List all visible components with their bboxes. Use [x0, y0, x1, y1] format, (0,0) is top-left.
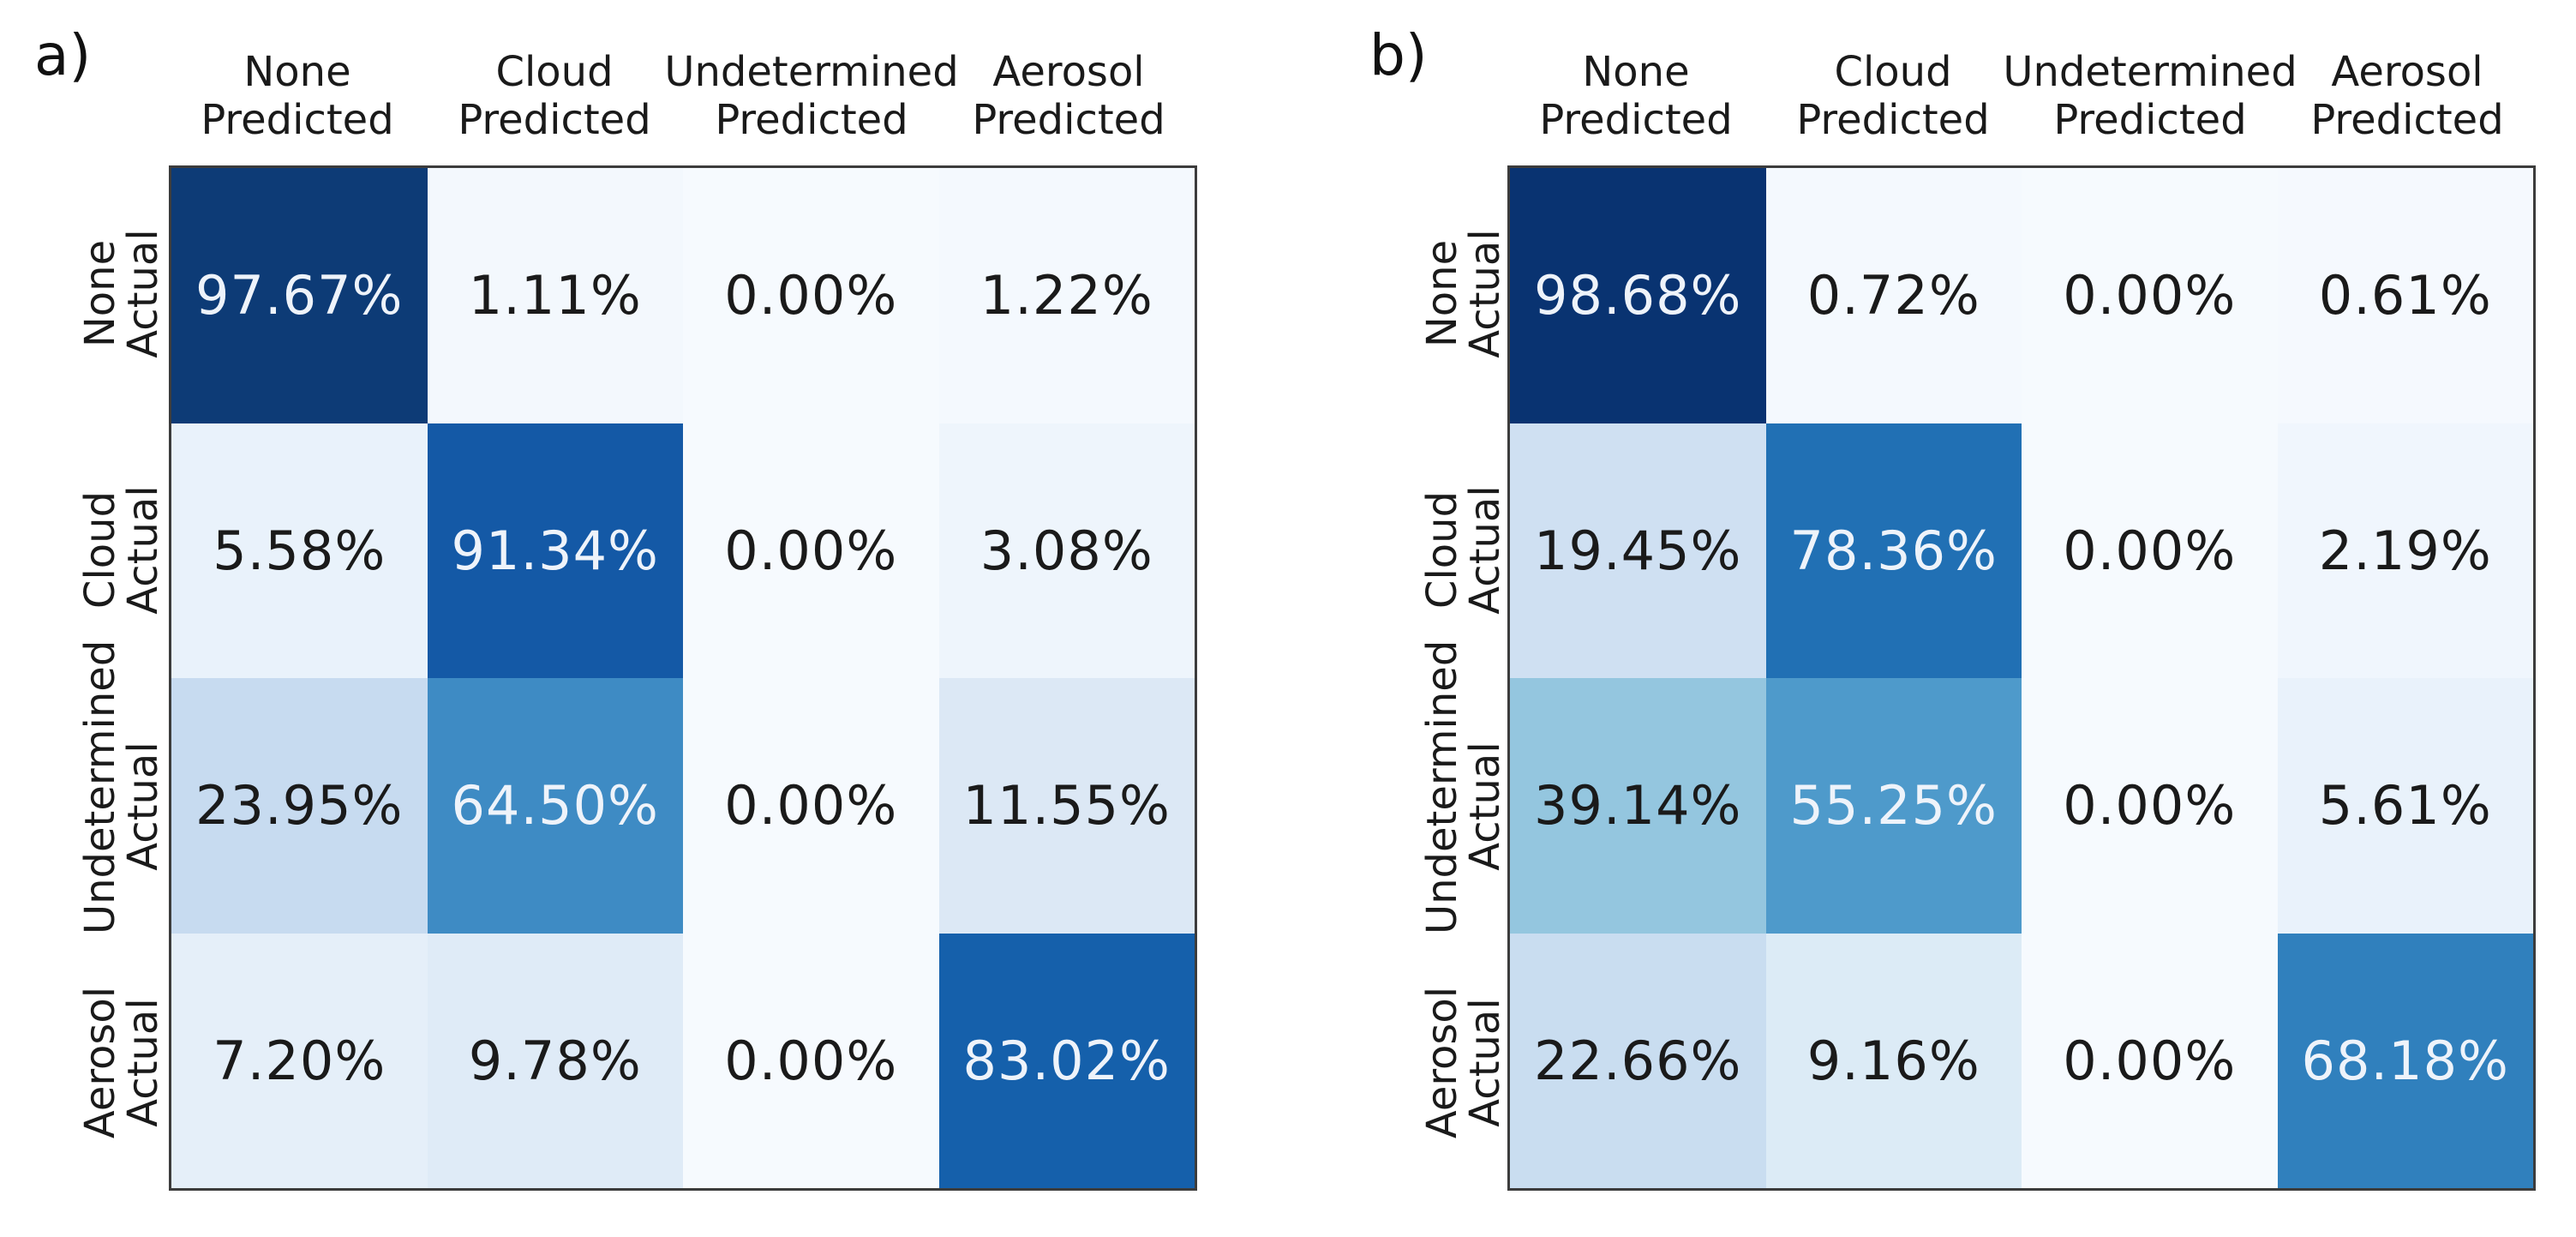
matrix-cell-b-r1c2: 0.00% [2022, 423, 2278, 678]
matrix-cell-b-r0c0: 98.68% [1510, 168, 1766, 423]
col-header-line2: Predicted [201, 96, 394, 144]
row-header-line1: None [76, 239, 124, 348]
row-header-line2: Actual [1461, 742, 1509, 871]
matrix-cell-b-r2c3: 5.61% [2277, 678, 2533, 934]
col-header-cloud-predicted-b: Cloud Predicted [1636, 48, 2150, 144]
matrix-cell-b-r3c2: 0.00% [2022, 933, 2278, 1188]
col-header-line2: Predicted [2310, 96, 2504, 144]
matrix-cell-a-r1c2: 0.00% [683, 423, 939, 678]
matrix-cell-b-r2c2: 0.00% [2022, 678, 2278, 934]
col-header-line2: Predicted [1539, 96, 1733, 144]
row-header-none-actual-a: None Actual [76, 165, 167, 422]
confusion-matrix-a: 97.67% 1.11% 0.00% 1.22% 5.58% 91.34% 0.… [169, 165, 1197, 1191]
matrix-cell-a-r0c3: 1.22% [938, 168, 1195, 423]
row-header-line2: Actual [1461, 998, 1509, 1127]
row-header-none-actual-b: None Actual [1418, 165, 1509, 422]
row-header-aerosol-actual-a: Aerosol Actual [76, 934, 167, 1191]
matrix-cell-b-r0c3: 0.61% [2277, 168, 2533, 423]
row-header-undetermined-actual-b: Undetermined Actual [1418, 640, 1509, 934]
col-header-line1: Cloud [1834, 48, 1952, 96]
matrix-cell-a-r1c1: 91.34% [427, 423, 683, 678]
row-header-line2: Actual [119, 229, 167, 358]
matrix-cell-b-r2c1: 55.25% [1765, 678, 2022, 934]
col-header-aerosol-predicted-b: Aerosol Predicted [2150, 48, 2576, 144]
matrix-cell-b-r3c1: 9.16% [1765, 933, 2022, 1188]
row-header-undetermined-actual-a: Undetermined Actual [76, 640, 167, 934]
matrix-cell-b-r3c0: 22.66% [1510, 933, 1766, 1188]
matrix-cell-b-r1c0: 19.45% [1510, 423, 1766, 678]
matrix-cell-a-r3c3: 83.02% [938, 933, 1195, 1188]
row-header-line1: Aerosol [1418, 986, 1466, 1139]
matrix-cell-a-r1c3: 3.08% [938, 423, 1195, 678]
col-header-none-predicted-b: None Predicted [1379, 48, 1893, 144]
row-header-line1: Undetermined [76, 640, 124, 934]
matrix-cell-a-r0c0: 97.67% [171, 168, 428, 423]
row-header-line2: Actual [1461, 485, 1509, 615]
col-header-line1: Aerosol [992, 48, 1145, 96]
row-header-line2: Actual [1461, 229, 1509, 358]
matrix-cell-b-r0c2: 0.00% [2022, 168, 2278, 423]
matrix-cell-a-r1c0: 5.58% [171, 423, 428, 678]
matrix-cell-a-r3c0: 7.20% [171, 933, 428, 1188]
matrix-cell-b-r1c1: 78.36% [1765, 423, 2022, 678]
row-header-line1: None [1418, 239, 1466, 348]
col-header-line2: Predicted [458, 96, 651, 144]
row-header-line1: Undetermined [1418, 640, 1466, 934]
col-header-line1: None [1582, 48, 1690, 96]
col-header-cloud-predicted-a: Cloud Predicted [297, 48, 812, 144]
col-header-line2: Predicted [2053, 96, 2247, 144]
matrix-cell-a-r2c2: 0.00% [683, 678, 939, 934]
matrix-cell-a-r3c1: 9.78% [427, 933, 683, 1188]
row-header-line2: Actual [119, 742, 167, 871]
matrix-cell-b-r1c3: 2.19% [2277, 423, 2533, 678]
row-header-line2: Actual [119, 998, 167, 1127]
col-header-line1: None [243, 48, 351, 96]
col-header-line2: Predicted [1796, 96, 1990, 144]
col-header-undetermined-predicted-a: Undetermined Predicted [554, 48, 1069, 144]
matrix-cell-a-r3c2: 0.00% [683, 933, 939, 1188]
matrix-cell-b-r2c0: 39.14% [1510, 678, 1766, 934]
matrix-cell-a-r2c3: 11.55% [938, 678, 1195, 934]
confusion-matrix-b: 98.68% 0.72% 0.00% 0.61% 19.45% 78.36% 0… [1507, 165, 2536, 1191]
col-header-line1: Cloud [495, 48, 614, 96]
matrix-cell-b-r0c1: 0.72% [1765, 168, 2022, 423]
col-header-line1: Undetermined [664, 48, 959, 96]
col-header-none-predicted-a: None Predicted [40, 48, 554, 144]
row-header-aerosol-actual-b: Aerosol Actual [1418, 934, 1509, 1191]
matrix-cell-a-r0c2: 0.00% [683, 168, 939, 423]
row-header-line1: Aerosol [76, 986, 124, 1139]
matrix-cell-a-r2c0: 23.95% [171, 678, 428, 934]
row-header-line2: Actual [119, 485, 167, 615]
matrix-cell-a-r2c1: 64.50% [427, 678, 683, 934]
col-header-line2: Predicted [972, 96, 1165, 144]
col-header-aerosol-predicted-a: Aerosol Predicted [812, 48, 1326, 144]
col-header-line2: Predicted [715, 96, 908, 144]
col-header-undetermined-predicted-b: Undetermined Predicted [1893, 48, 2407, 144]
panel-a-label: a) [34, 22, 92, 88]
col-header-line1: Undetermined [2003, 48, 2297, 96]
matrix-cell-b-r3c3: 68.18% [2277, 933, 2533, 1188]
panel-b-label: b) [1369, 22, 1428, 88]
col-header-line1: Aerosol [2331, 48, 2483, 96]
matrix-cell-a-r0c1: 1.11% [427, 168, 683, 423]
